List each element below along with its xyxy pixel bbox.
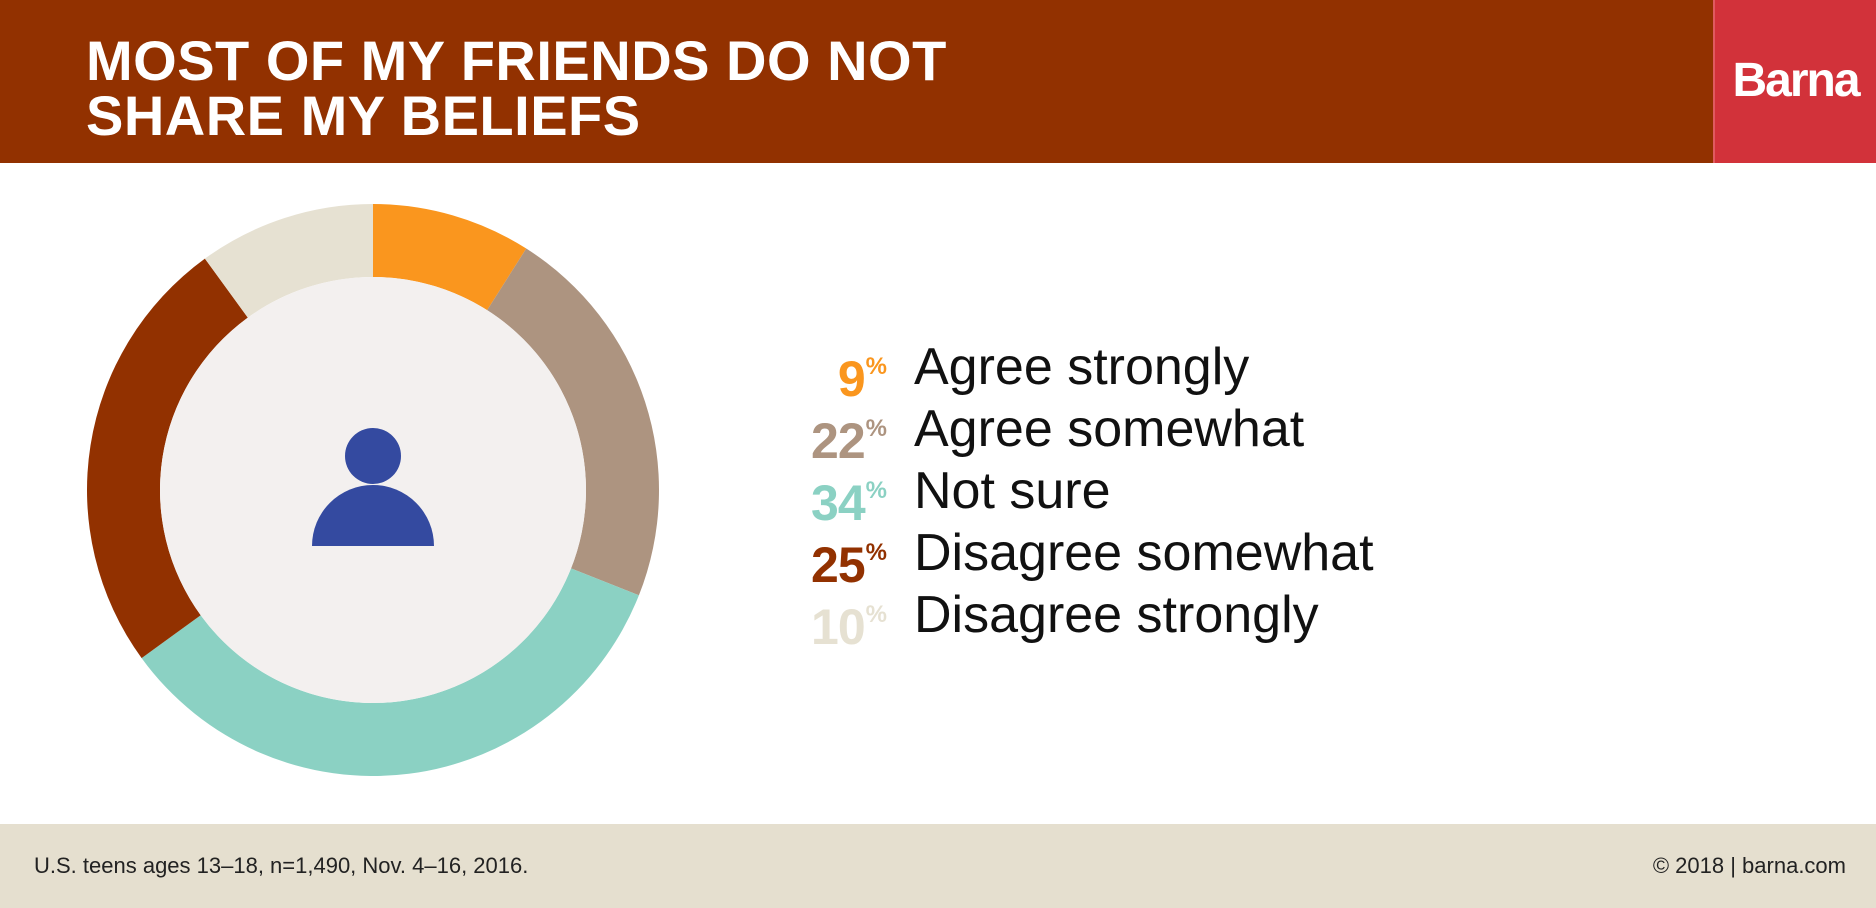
donut-slice-agree-strongly [373,204,527,311]
legend-value-agree-strongly: 9% [780,336,887,410]
source-note: U.S. teens ages 13–18, n=1,490, Nov. 4–1… [34,853,529,878]
legend-label-agree-somewhat: Agree somewhat [914,400,1305,458]
chart-title-line-2: SHARE MY BELIEFS [86,84,641,147]
legend-row-disagree-somewhat: 25% Disagree somewhat [780,522,1480,593]
legend-value-not-sure: 34% [780,460,887,534]
legend-value-disagree-somewhat: 25% [780,522,887,596]
donut-slice-disagree-strongly [204,204,373,318]
donut-slice-not-sure [141,568,639,776]
legend-row-disagree-strongly: 10% Disagree strongly [780,584,1480,655]
legend-value-unit: % [865,477,887,504]
legend-value-number: 34 [811,475,866,531]
legend-row-agree-strongly: 9% Agree strongly [780,336,1480,407]
legend-value-unit: % [865,353,887,380]
legend-label-disagree-strongly: Disagree strongly [914,586,1319,644]
donut-slices [87,204,659,776]
donut-slice-disagree-somewhat [87,258,248,659]
donut-chart [87,204,659,776]
legend-value-number: 22 [811,413,866,469]
copyright: © 2018 | barna.com [1652,853,1846,878]
legend-label-disagree-somewhat: Disagree somewhat [914,524,1374,582]
barna-logo: Barna [1713,0,1876,163]
header-banner: MOST OF MY FRIENDS DO NOT SHARE MY BELIE… [0,0,1876,163]
legend-value-unit: % [865,601,887,628]
donut-slice-agree-somewhat [487,248,659,596]
footer: U.S. teens ages 13–18, n=1,490, Nov. 4–1… [0,824,1876,908]
legend-value-number: 25 [811,537,866,593]
legend-value-agree-somewhat: 22% [780,398,887,472]
legend-value-disagree-strongly: 10% [780,584,887,658]
legend-value-unit: % [865,415,887,442]
chart-legend: 9% Agree strongly 22% Agree somewhat 34%… [780,336,1480,655]
barna-logo-text: Barna [1732,54,1860,107]
legend-value-number: 10 [811,599,866,655]
person-icon [312,428,434,546]
legend-row-not-sure: 34% Not sure [780,460,1480,531]
legend-label-agree-strongly: Agree strongly [914,338,1250,396]
chart-title: MOST OF MY FRIENDS DO NOT SHARE MY BELIE… [86,29,947,147]
legend-value-number: 9 [837,351,866,407]
chart-title-line-1: MOST OF MY FRIENDS DO NOT [86,29,947,92]
legend-label-not-sure: Not sure [914,462,1111,520]
legend-value-unit: % [865,539,887,566]
legend-row-agree-somewhat: 22% Agree somewhat [780,398,1480,469]
